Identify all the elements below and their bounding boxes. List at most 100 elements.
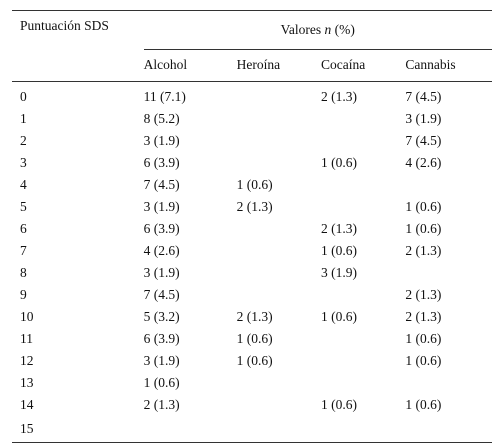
table-header-row-group: Puntuación SDS Valores n (%) (12, 10, 492, 50)
cocaina-cell: 1 (0.6) (321, 154, 358, 170)
cannabis-cell: 2 (1.3) (405, 286, 442, 302)
table-row: 14 2 (1.3) 1 (0.6) 1 (0.6) (12, 394, 492, 416)
score-cell: 7 (20, 242, 27, 258)
cocaina-cell (321, 415, 406, 443)
cocaina-cell (321, 284, 405, 306)
cannabis-cell (405, 372, 492, 394)
table-row: 10 5 (3.2) 2 (1.3) 1 (0.6) 2 (1.3) (12, 306, 492, 328)
score-cell: 1 (20, 110, 27, 126)
heroina-cell (237, 240, 321, 262)
table-row: 13 1 (0.6) (12, 372, 492, 394)
heroina-cell (236, 415, 322, 443)
alcohol-cell: 3 (1.9) (143, 198, 180, 214)
alcohol-cell: 4 (2.6) (143, 242, 180, 258)
cannabis-cell: 2 (1.3) (405, 242, 442, 258)
group-header-pre: Valores (280, 21, 325, 37)
cannabis-cell: 1 (0.6) (405, 396, 442, 412)
alcohol-cell: 1 (0.6) (143, 374, 180, 390)
score-cell: 9 (20, 286, 27, 302)
cannabis-cell: 1 (0.6) (405, 352, 442, 368)
cocaina-cell: 1 (0.6) (321, 242, 358, 258)
cocaina-cell (321, 108, 405, 130)
cannabis-cell: 3 (1.9) (405, 110, 442, 126)
score-cell: 13 (20, 374, 34, 390)
cannabis-cell (405, 174, 492, 196)
table-row: 5 3 (1.9) 2 (1.3) 1 (0.6) (12, 196, 492, 218)
score-cell: 15 (12, 415, 144, 443)
alcohol-cell: 8 (5.2) (143, 110, 180, 126)
score-cell: 11 (20, 330, 33, 346)
table-row: 15 (12, 415, 492, 443)
alcohol-cell: 6 (3.9) (143, 220, 180, 236)
column-header-heroina: Heroína (236, 49, 322, 82)
alcohol-cell: 6 (3.9) (143, 330, 180, 346)
heroina-cell: 1 (0.6) (236, 352, 273, 368)
score-cell: 0 (20, 88, 27, 104)
cocaina-cell (321, 328, 405, 350)
score-cell: 8 (20, 264, 27, 280)
score-cell: 3 (20, 154, 27, 170)
cannabis-cell: 7 (4.5) (405, 132, 442, 148)
table-row: 1 8 (5.2) 3 (1.9) (12, 108, 492, 130)
cocaina-cell: 2 (1.3) (321, 88, 358, 104)
group-header-post: (%) (331, 21, 355, 37)
table-header-row-columns: Alcohol Heroína Cocaína Cannabis (12, 49, 492, 82)
stub-header-spacer (12, 49, 144, 82)
alcohol-cell: 5 (3.2) (143, 308, 180, 324)
alcohol-cell: 3 (1.9) (143, 264, 180, 280)
heroina-cell: 1 (0.6) (236, 176, 273, 192)
heroina-cell: 1 (0.6) (236, 330, 273, 346)
heroina-cell (237, 108, 321, 130)
score-cell: 14 (20, 396, 34, 412)
table-row: 2 3 (1.9) 7 (4.5) (12, 130, 492, 152)
heroina-cell (237, 262, 321, 284)
cocaina-cell: 1 (0.6) (321, 396, 358, 412)
heroina-cell (237, 372, 321, 394)
cannabis-cell: 2 (1.3) (405, 308, 442, 324)
cannabis-cell (405, 262, 492, 284)
table-row: 6 6 (3.9) 2 (1.3) 1 (0.6) (12, 218, 492, 240)
table-body: 0 11 (7.1) 2 (1.3) 7 (4.5) 1 8 (5.2) 3 (1.9) 2 3… (12, 81, 492, 443)
cocaina-cell: 2 (1.3) (321, 220, 358, 236)
cannabis-cell: 1 (0.6) (405, 198, 442, 214)
table-row: 8 3 (1.9) 3 (1.9) (12, 262, 492, 284)
heroina-cell (237, 218, 321, 240)
table-row: 4 7 (4.5) 1 (0.6) (12, 174, 492, 196)
alcohol-cell: 3 (1.9) (143, 132, 180, 148)
table-row: 0 11 (7.1) 2 (1.3) 7 (4.5) (12, 81, 492, 108)
alcohol-cell (143, 415, 237, 443)
table-row: 11 6 (3.9) 1 (0.6) 1 (0.6) (12, 328, 492, 350)
group-header-n: n (324, 21, 332, 37)
column-header-cannabis: Cannabis (405, 49, 492, 82)
alcohol-cell: 6 (3.9) (143, 154, 180, 170)
cocaina-cell: 1 (0.6) (321, 308, 358, 324)
cocaina-cell (321, 196, 405, 218)
alcohol-cell: 3 (1.9) (143, 352, 180, 368)
heroina-cell (237, 284, 321, 306)
alcohol-cell: 7 (4.5) (143, 176, 180, 192)
cannabis-cell: 1 (0.6) (405, 220, 442, 236)
column-header-alcohol: Alcohol (143, 49, 237, 82)
cocaina-cell (321, 174, 405, 196)
heroina-cell (237, 81, 321, 108)
score-cell: 5 (20, 198, 27, 214)
sds-scores-table: Puntuación SDS Valores n (%) Alcohol Her… (12, 10, 492, 443)
score-cell: 4 (20, 176, 27, 192)
cannabis-cell (405, 415, 492, 443)
heroina-cell: 2 (1.3) (236, 308, 273, 324)
values-group-header: Valores n (%) (143, 10, 492, 50)
score-cell: 6 (20, 220, 27, 236)
heroina-cell: 2 (1.3) (236, 198, 273, 214)
cocaina-cell (321, 130, 405, 152)
column-header-cocaina: Cocaína (321, 49, 406, 82)
cocaina-cell (321, 350, 405, 372)
score-cell: 12 (20, 352, 34, 368)
table-row: 7 4 (2.6) 1 (0.6) 2 (1.3) (12, 240, 492, 262)
heroina-cell (237, 394, 321, 416)
score-cell: 2 (20, 132, 27, 148)
alcohol-cell: 7 (4.5) (143, 286, 180, 302)
cocaina-cell (321, 372, 405, 394)
heroina-cell (237, 130, 321, 152)
cannabis-cell: 7 (4.5) (405, 88, 442, 104)
